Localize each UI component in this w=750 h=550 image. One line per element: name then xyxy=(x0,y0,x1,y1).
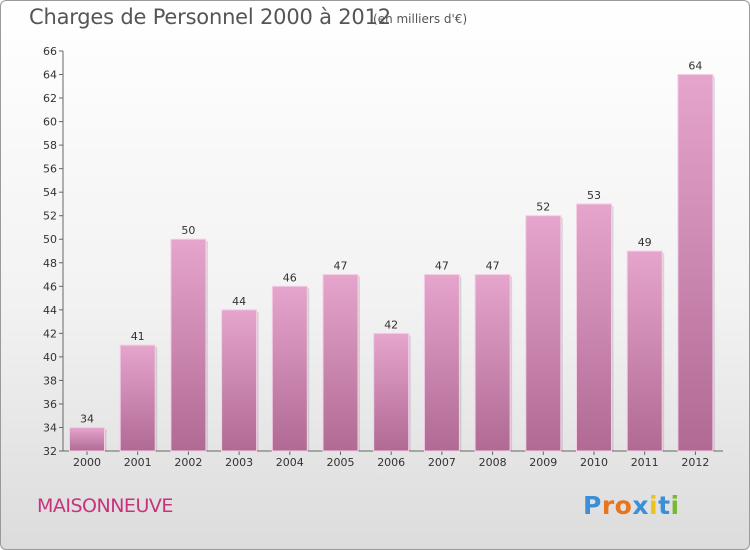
data-label-2010: 53 xyxy=(587,189,601,202)
bar-2006 xyxy=(373,332,410,452)
y-tick-label: 48 xyxy=(43,257,57,270)
data-label-2001: 41 xyxy=(131,330,145,343)
data-label-2007: 47 xyxy=(435,260,449,273)
bar-2008 xyxy=(474,274,511,452)
y-tick-label: 64 xyxy=(43,69,57,82)
y-tick-label: 56 xyxy=(43,163,57,176)
x-tick-label-2004: 2004 xyxy=(276,456,304,469)
bars-group: 34 41 50 44 46 47 42 47 47 52 53 49 64 xyxy=(69,60,715,452)
x-tick-label-2002: 2002 xyxy=(174,456,202,469)
bar-2005 xyxy=(322,274,359,452)
proxiti-logo[interactable]: Proxiti xyxy=(583,491,680,520)
x-tick-label-2000: 2000 xyxy=(73,456,101,469)
x-tick-label-2007: 2007 xyxy=(428,456,456,469)
y-tick-label: 52 xyxy=(43,210,57,223)
bar-2009 xyxy=(525,215,562,452)
x-tick-label-2003: 2003 xyxy=(225,456,253,469)
y-tick-label: 62 xyxy=(43,92,57,105)
logo-letter: r xyxy=(601,491,615,520)
data-label-2011: 49 xyxy=(638,236,652,249)
y-tick-label: 54 xyxy=(43,186,57,199)
commune-name: MAISONNEUVE xyxy=(37,495,173,517)
y-tick-label: 60 xyxy=(43,116,57,129)
data-label-2003: 44 xyxy=(232,295,246,308)
y-tick-label: 36 xyxy=(43,398,57,411)
logo-letter: x xyxy=(632,491,649,520)
y-tick-label: 44 xyxy=(43,304,57,317)
axes: 32 34 36 38 40 42 44 46 48 50 52 54 56 58 60 62 64 66 2000… xyxy=(43,45,723,469)
bar-2007 xyxy=(423,274,460,452)
y-tick-label: 58 xyxy=(43,139,57,152)
bar-2002 xyxy=(170,238,207,452)
y-tick-label: 50 xyxy=(43,233,57,246)
x-tick-label-2006: 2006 xyxy=(377,456,405,469)
data-label-2002: 50 xyxy=(181,224,195,237)
bar-2012 xyxy=(677,74,714,452)
x-tick-label-2008: 2008 xyxy=(479,456,507,469)
logo-letter: i xyxy=(649,491,659,520)
x-tick-label-2011: 2011 xyxy=(631,456,659,469)
x-tick-label-2001: 2001 xyxy=(124,456,152,469)
y-tick-label: 42 xyxy=(43,327,57,340)
chart-subtitle: (en milliers d'€) xyxy=(373,12,468,26)
chart-title: Charges de Personnel 2000 à 2012 xyxy=(29,5,391,29)
data-label-2000: 34 xyxy=(80,412,94,425)
data-label-2005: 47 xyxy=(334,260,348,273)
y-tick-label: 66 xyxy=(43,45,57,58)
x-tick-label-2012: 2012 xyxy=(681,456,709,469)
logo-letter: i xyxy=(670,491,680,520)
logo-letter: t xyxy=(658,491,671,520)
bar-2000 xyxy=(69,426,105,452)
logo-letter: o xyxy=(614,491,633,520)
y-tick-label: 32 xyxy=(43,445,57,458)
data-label-2012: 64 xyxy=(688,60,702,73)
data-label-2008: 47 xyxy=(486,260,500,273)
data-label-2009: 52 xyxy=(536,201,550,214)
x-tick-label-2010: 2010 xyxy=(580,456,608,469)
y-tick-label: 38 xyxy=(43,374,57,387)
bar-2010 xyxy=(576,203,612,452)
logo-letter: P xyxy=(583,491,602,520)
data-label-2006: 42 xyxy=(384,318,398,331)
x-tick-label-2005: 2005 xyxy=(327,456,355,469)
y-tick-label: 40 xyxy=(43,351,57,364)
y-tick-label: 46 xyxy=(43,280,57,293)
bar-2003 xyxy=(221,309,258,452)
bar-2011 xyxy=(626,250,663,452)
x-tick-label-2009: 2009 xyxy=(529,456,557,469)
data-label-2004: 46 xyxy=(283,271,297,284)
bar-2004 xyxy=(271,285,308,452)
y-tick-label: 34 xyxy=(43,421,57,434)
bar-2001 xyxy=(119,344,156,452)
